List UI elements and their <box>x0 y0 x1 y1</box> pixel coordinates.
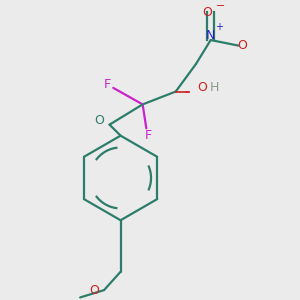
Text: +: + <box>215 22 223 32</box>
Text: H: H <box>209 81 219 94</box>
Text: O: O <box>197 81 207 94</box>
Text: O: O <box>238 39 248 52</box>
Text: F: F <box>104 78 111 91</box>
Text: O: O <box>202 6 212 19</box>
Text: O: O <box>94 115 104 128</box>
Text: N: N <box>206 29 215 42</box>
Text: F: F <box>145 129 152 142</box>
Text: −: − <box>216 1 226 11</box>
Text: O: O <box>89 284 99 297</box>
